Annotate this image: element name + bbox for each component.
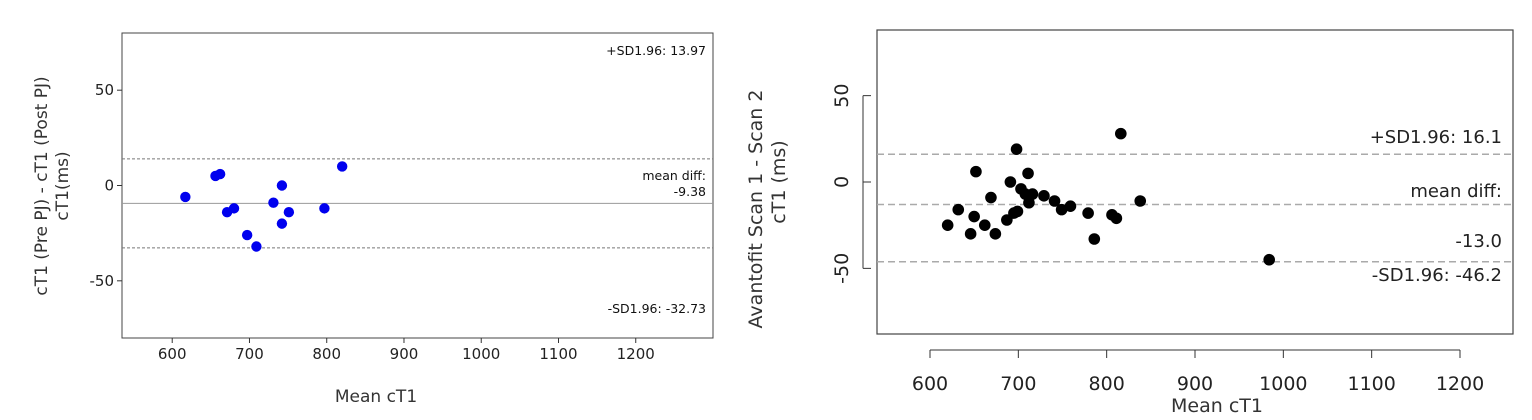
data-point	[989, 228, 1002, 240]
data-point	[336, 161, 348, 172]
lower-limit-label: -SD1.96: -46.2	[1372, 265, 1502, 286]
data-point	[276, 218, 288, 229]
data-point	[214, 168, 226, 180]
x-tick-label: 1100	[1347, 373, 1395, 395]
x-tick-label: 1000	[1259, 373, 1307, 395]
data-point	[1022, 167, 1034, 180]
data-point	[1088, 233, 1101, 245]
data-point	[1082, 207, 1094, 219]
data-point	[268, 197, 279, 208]
data-point	[319, 203, 330, 214]
data-point	[970, 165, 982, 178]
x-tick-label: 900	[1177, 373, 1213, 395]
data-point	[1115, 127, 1127, 140]
x-tick-label: 1000	[462, 345, 500, 363]
data-point	[1026, 188, 1039, 200]
data-point	[251, 241, 262, 252]
data-point	[1048, 195, 1061, 207]
data-point	[1263, 253, 1275, 266]
y-tick-label: 50	[95, 81, 114, 99]
data-point	[1055, 203, 1068, 216]
data-point	[1134, 195, 1147, 207]
data-point	[1038, 190, 1050, 202]
data-point	[276, 180, 288, 191]
y-axis-label-line2: cT1 (ms)	[768, 140, 790, 223]
data-point	[968, 210, 980, 223]
y-tick-label: -50	[831, 253, 853, 284]
right-bland-altman-chart: 600 700 800 900 1000 1100 1200 -50 0 50 +SD1.96: …	[745, 29, 1514, 417]
data-point	[978, 219, 991, 231]
x-tick-label: 1200	[1436, 373, 1484, 395]
x-tick-label: 1200	[617, 345, 655, 363]
data-point	[283, 206, 295, 218]
data-point	[941, 219, 954, 231]
x-tick-label: 1100	[539, 345, 577, 363]
x-tick-label: 800	[312, 345, 341, 363]
x-axis-label: Mean cT1	[1171, 395, 1263, 417]
upper-limit-label: +SD1.96: 13.97	[606, 43, 706, 58]
data-point	[964, 228, 977, 240]
x-tick-label: 900	[390, 345, 419, 363]
y-axis-label-line1: Avantofit Scan 1 - Scan 2	[745, 90, 767, 329]
data-point	[180, 191, 191, 203]
data-point	[241, 229, 253, 241]
y-tick-label: 0	[831, 176, 853, 188]
data-point	[1004, 176, 1017, 188]
reference-lines	[122, 158, 713, 249]
data-point	[1010, 143, 1023, 155]
data-points	[180, 161, 348, 252]
data-point	[1064, 200, 1077, 212]
y-tick-label: -50	[90, 272, 115, 290]
x-tick-label: 600	[158, 345, 187, 363]
data-point	[1110, 212, 1123, 225]
data-point	[228, 203, 240, 214]
plot-frame	[876, 29, 1514, 335]
data-points	[941, 127, 1275, 266]
x-tick-label: 600	[912, 373, 948, 395]
data-point	[1011, 205, 1024, 218]
x-tick-label: 800	[1089, 373, 1125, 395]
mean-diff-label-line1: mean diff:	[1410, 181, 1502, 202]
upper-limit-label: +SD1.96: 16.1	[1370, 127, 1502, 148]
x-tick-label: 700	[1000, 373, 1036, 395]
mean-diff-label-line2: -9.38	[674, 184, 706, 199]
lower-limit-label: -SD1.96: -32.73	[608, 301, 706, 316]
data-point	[952, 203, 965, 216]
reference-lines	[877, 153, 1513, 263]
left-bland-altman-chart: 600 700 800 900 1000 1100 1200 -50 0 50 +SD1.96: …	[32, 32, 714, 407]
axis-ticks: 600 700 800 900 1000 1100 1200 -50 0 50	[90, 81, 655, 363]
y-axis-label-line2: cT1(ms)	[53, 151, 73, 220]
y-tick-label: 50	[831, 84, 853, 108]
mean-diff-label-line1: mean diff:	[642, 168, 706, 183]
data-point	[985, 191, 997, 204]
y-tick-label: 0	[104, 177, 114, 195]
x-axis-label: Mean cT1	[335, 387, 417, 407]
axis-ticks: 600 700 800 900 1000 1100 1200 -50 0 50	[831, 84, 1484, 395]
x-tick-label: 700	[235, 345, 264, 363]
plot-frame	[121, 32, 714, 339]
mean-diff-label-line2: -13.0	[1455, 231, 1502, 252]
y-axis-label-line1: cT1 (Pre PJ) - cT1 (Post PJ)	[32, 76, 52, 295]
